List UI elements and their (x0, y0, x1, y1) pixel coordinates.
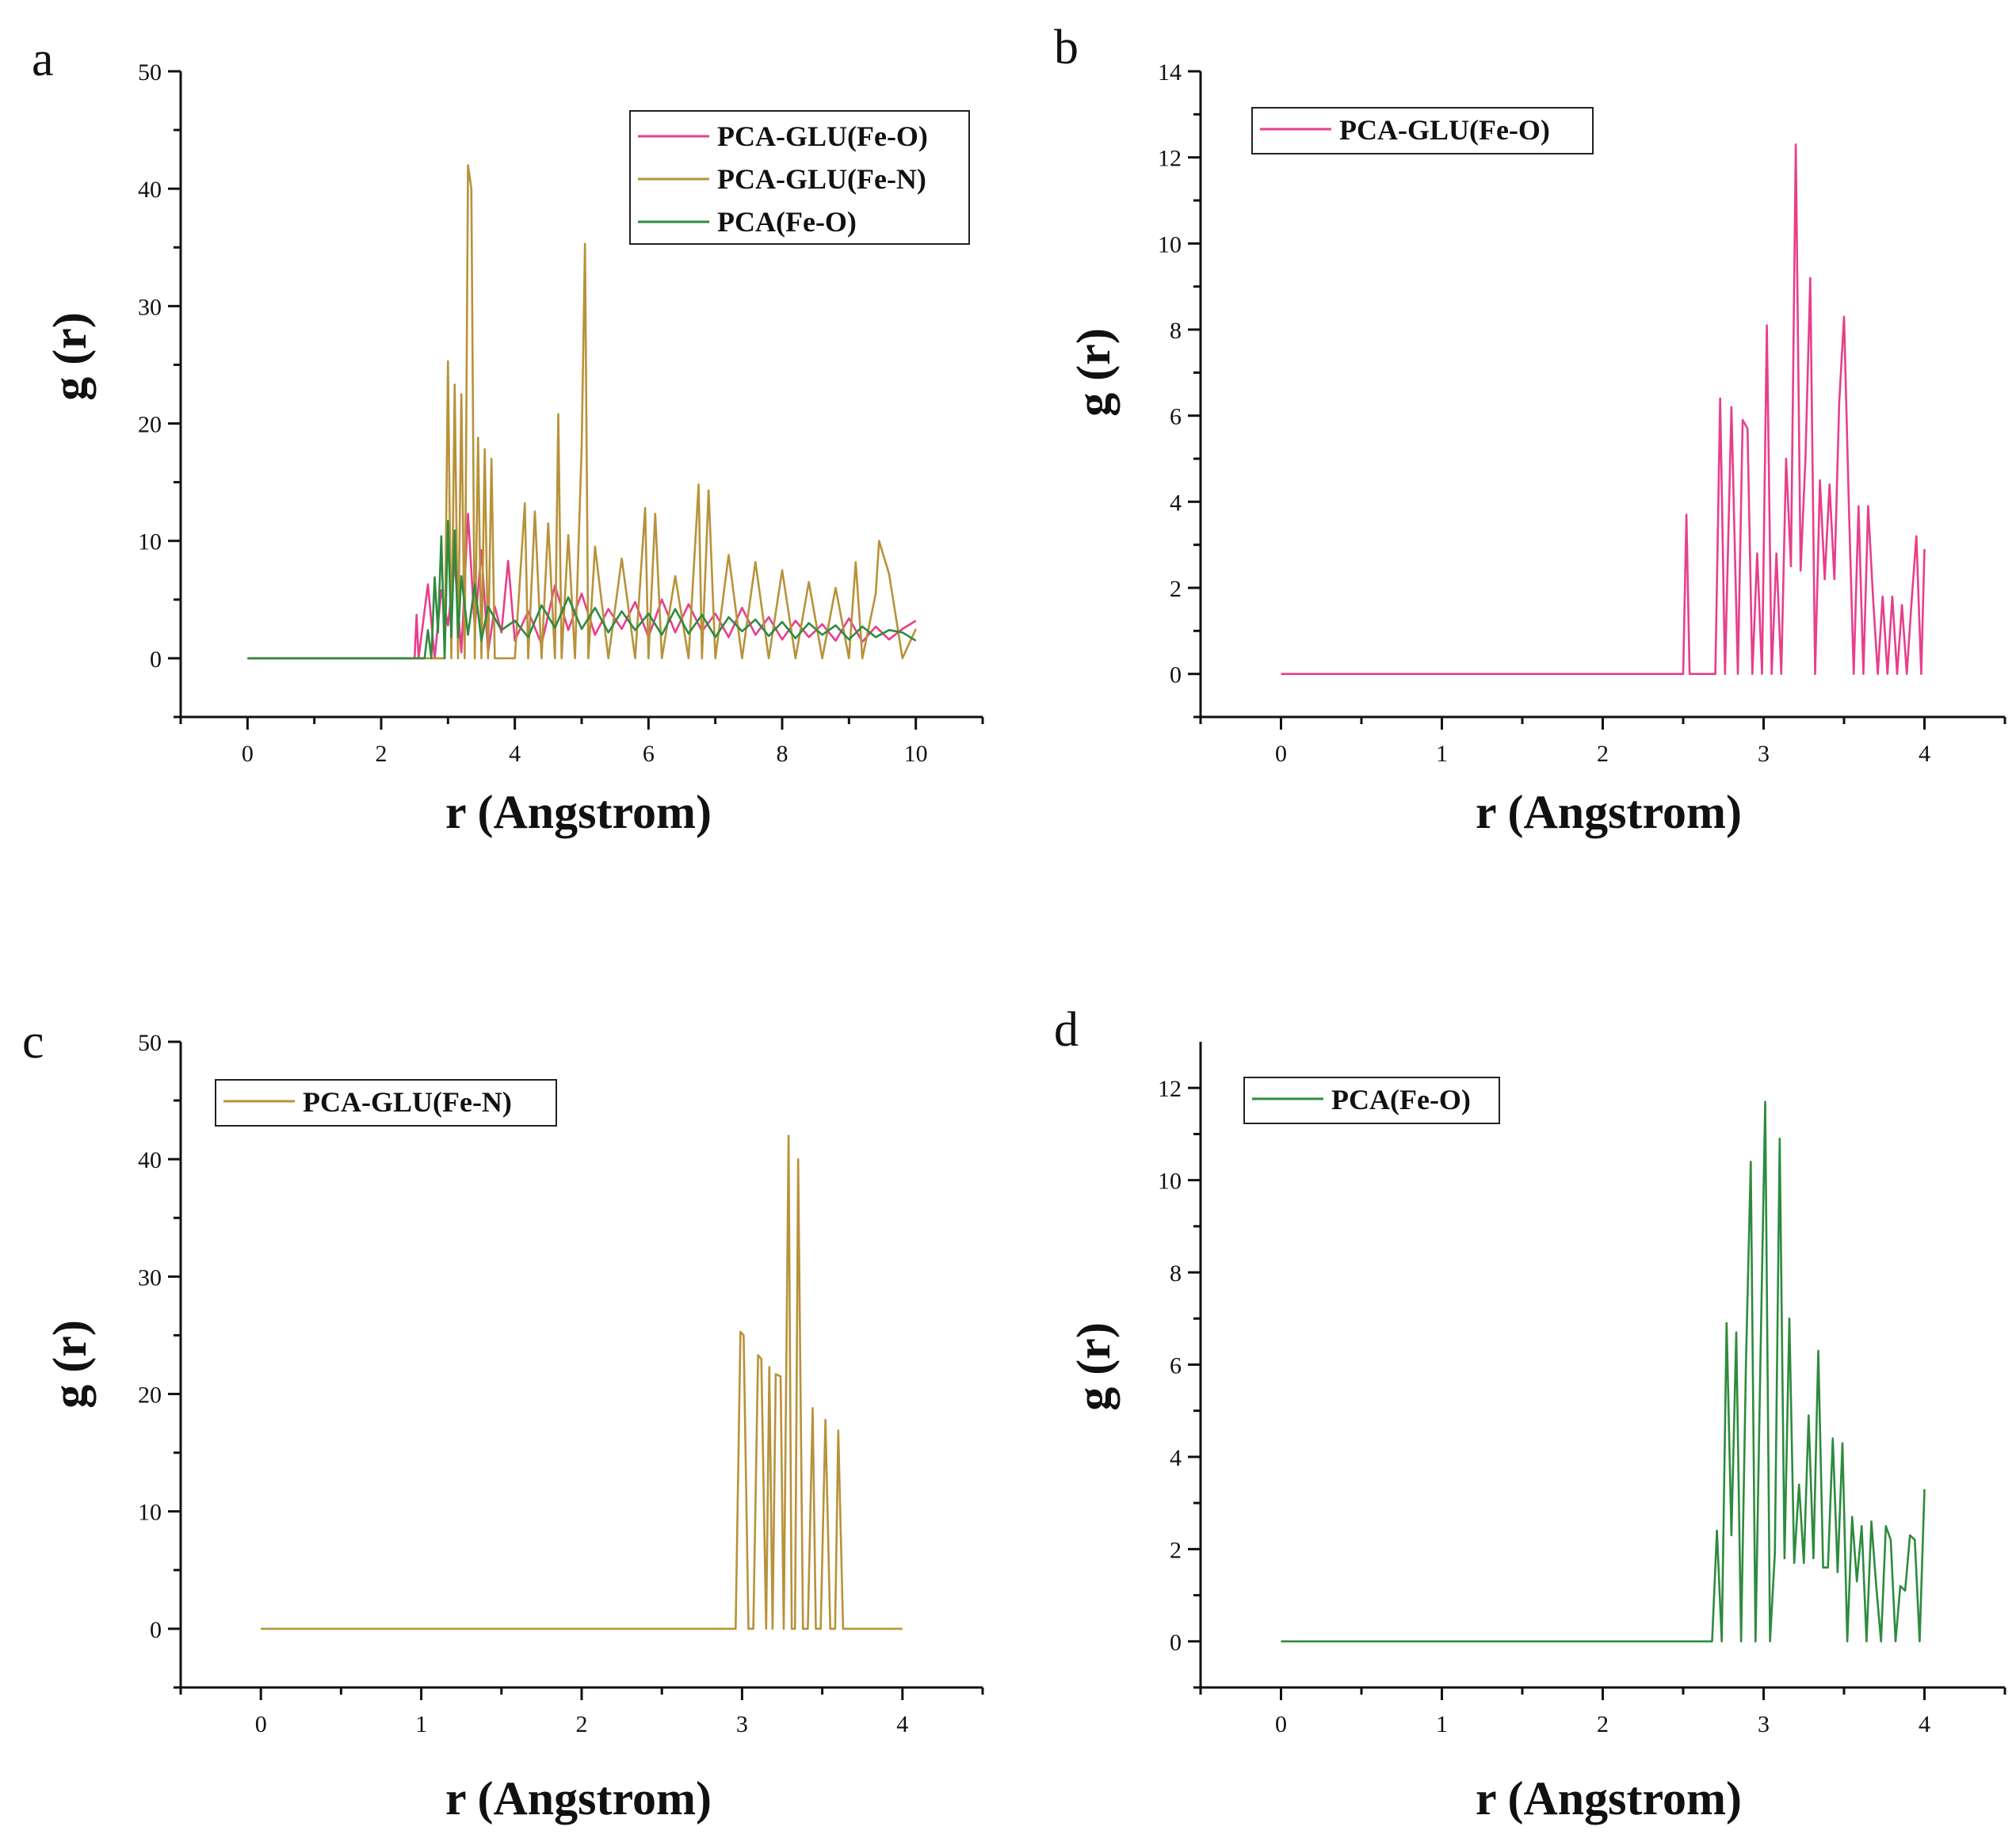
legend-label-c: PCA-GLU(Fe-N) (303, 1086, 512, 1118)
y-tick-label: 30 (138, 1264, 162, 1291)
panel-b-plot (1281, 143, 1926, 676)
y-tick-label: 10 (1158, 231, 1182, 257)
x-tick-label: 4 (896, 1711, 908, 1737)
y-tick-label: 4 (1170, 1445, 1182, 1471)
panel-a-ylabel: g (r) (44, 312, 96, 401)
y-tick-label: 20 (138, 412, 162, 438)
y-tick-label: 2 (1170, 576, 1182, 602)
x-tick-label: 3 (736, 1711, 748, 1737)
y-tick-label: 4 (1170, 490, 1182, 516)
x-tick-label: 3 (1758, 1711, 1770, 1737)
x-tick-label: 1 (1436, 741, 1448, 767)
y-tick-label: 0 (150, 646, 162, 673)
legend-label-pca-glu-fe-o: PCA-GLU(Fe-O) (717, 120, 928, 152)
panel-b-ylabel: g (r) (1067, 328, 1120, 417)
y-tick-label: 40 (138, 177, 162, 203)
panel-d-ylabel: g (r) (1067, 1322, 1120, 1411)
x-tick-label: 1 (415, 1711, 427, 1737)
panel-letter-c: c (22, 1015, 44, 1069)
x-tick-label: 6 (643, 741, 655, 767)
y-tick-label: 0 (150, 1617, 162, 1643)
y-tick-label: 20 (138, 1382, 162, 1409)
x-tick-label: 3 (1758, 741, 1770, 767)
y-tick-label: 30 (138, 294, 162, 320)
panel-a-xlabel: r (Angstrom) (445, 786, 712, 838)
x-tick-label: 10 (904, 741, 928, 767)
panel-d-xlabel: r (Angstrom) (1476, 1772, 1742, 1825)
panel-d-legend: PCA(Fe-O) (1243, 1077, 1500, 1124)
y-tick-label: 0 (1170, 1630, 1182, 1656)
x-tick-label: 2 (376, 741, 388, 767)
y-tick-label: 6 (1170, 404, 1182, 430)
x-tick-label: 0 (255, 1711, 267, 1737)
x-tick-label: 0 (242, 741, 254, 767)
y-tick-label: 50 (138, 1030, 162, 1056)
series-line-pca-glu-fe-o (1281, 143, 1926, 676)
y-tick-label: 12 (1158, 146, 1182, 172)
panel-a-legend: PCA-GLU(Fe-O) PCA-GLU(Fe-N) PCA(Fe-O) (629, 110, 970, 245)
x-tick-label: 8 (777, 741, 788, 767)
x-tick-label: 4 (1919, 741, 1930, 767)
y-tick-label: 14 (1158, 59, 1182, 86)
legend-label-b: PCA-GLU(Fe-O) (1339, 114, 1550, 146)
panel-letter-a: a (32, 32, 54, 86)
panel-letter-b: b (1054, 21, 1079, 74)
legend-label-pca-glu-fe-n: PCA-GLU(Fe-N) (717, 163, 926, 195)
panel-a-axes: 0 2 4 6 8 10 0 10 20 30 40 50 (138, 59, 984, 767)
panel-b-legend: PCA-GLU(Fe-O) (1251, 107, 1594, 154)
x-tick-label: 2 (576, 1711, 588, 1737)
x-tick-label: 0 (1275, 741, 1287, 767)
legend-label-pca-fe-o: PCA(Fe-O) (717, 206, 857, 238)
x-tick-label: 4 (509, 741, 521, 767)
series-line-pca-fe-o (1281, 1100, 1926, 1643)
legend-label-d: PCA(Fe-O) (1331, 1084, 1471, 1115)
panel-a-plot (247, 164, 917, 660)
panel-b-xlabel: r (Angstrom) (1476, 786, 1742, 838)
y-tick-label: 10 (1158, 1169, 1182, 1195)
panel-d-plot (1281, 1100, 1926, 1643)
y-tick-label: 8 (1170, 318, 1182, 344)
x-tick-label: 4 (1919, 1711, 1930, 1737)
y-tick-label: 0 (1170, 662, 1182, 688)
panel-c-legend: PCA-GLU(Fe-N) (215, 1079, 557, 1127)
y-tick-label: 8 (1170, 1260, 1182, 1287)
x-tick-label: 2 (1597, 1711, 1609, 1737)
y-tick-label: 10 (138, 1500, 162, 1526)
series-line-pca-fe-o (247, 520, 917, 660)
panel-c-ylabel: g (r) (44, 1320, 96, 1409)
x-tick-label: 1 (1436, 1711, 1448, 1737)
y-tick-label: 2 (1170, 1537, 1182, 1563)
x-tick-label: 2 (1597, 741, 1609, 767)
y-tick-label: 40 (138, 1147, 162, 1173)
panel-c-xlabel: r (Angstrom) (445, 1772, 712, 1825)
series-line-pca-glu-fe-n (261, 1134, 903, 1630)
panel-letter-d: d (1054, 1003, 1079, 1057)
y-tick-label: 10 (138, 529, 162, 555)
series-line-pca-glu-fe-n (247, 164, 917, 660)
y-tick-label: 6 (1170, 1353, 1182, 1379)
series-line-pca-glu-fe-o (247, 513, 917, 660)
panel-c-plot (261, 1134, 903, 1630)
y-tick-label: 50 (138, 59, 162, 86)
x-tick-label: 0 (1275, 1711, 1287, 1737)
y-tick-label: 12 (1158, 1076, 1182, 1102)
